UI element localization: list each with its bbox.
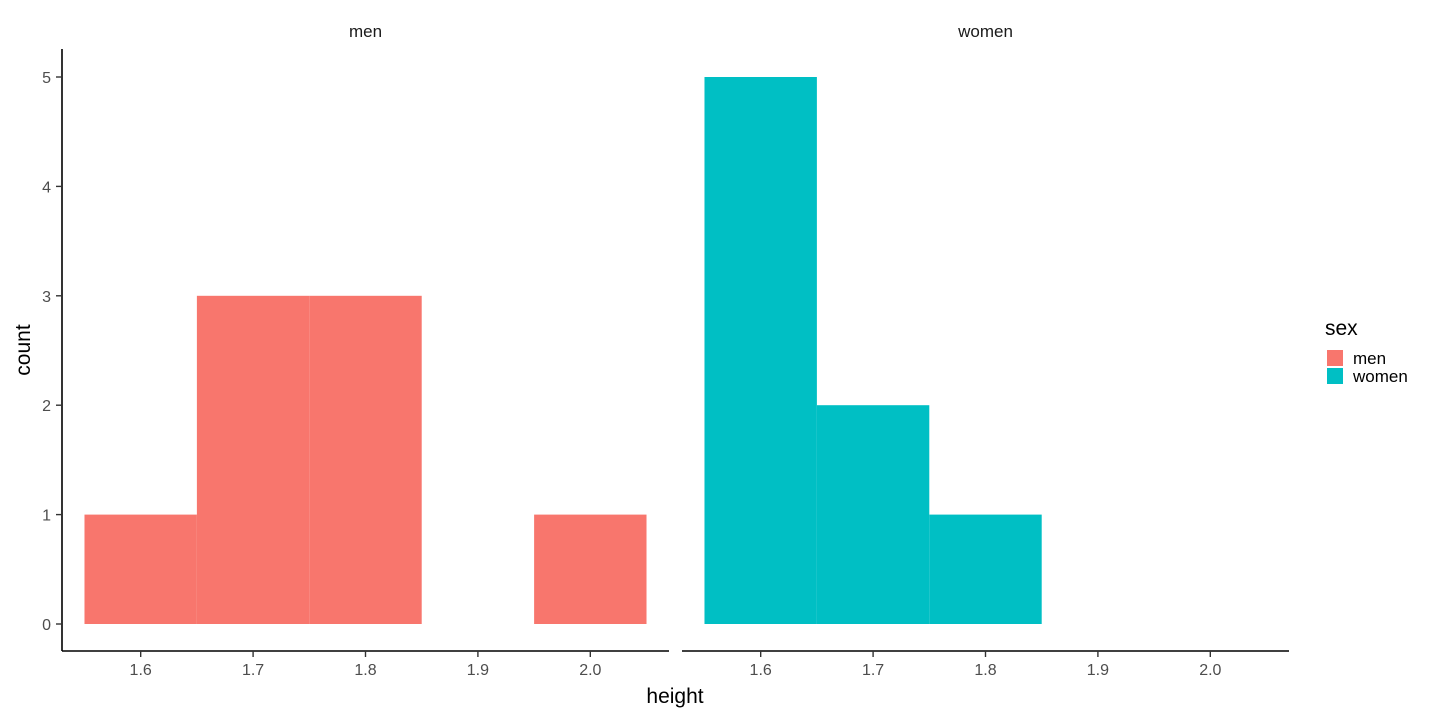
x-tick-label: 2.0	[1199, 662, 1221, 679]
legend-label-women: women	[1352, 367, 1408, 386]
x-tick-label: 1.7	[862, 662, 884, 679]
x-tick-label: 1.6	[130, 662, 152, 679]
y-tick-label: 1	[42, 508, 51, 525]
panel-men: men 1.6 1.7 1.8 1.9 2.0	[62, 22, 669, 679]
panel-women: women 1.6 1.7 1.8 1.9 2.0	[682, 22, 1289, 679]
histogram-bar	[196, 295, 310, 624]
y-tick-label: 4	[42, 179, 51, 196]
y-axis: 0 1 2 3 4 5	[42, 49, 63, 651]
histogram-bar	[929, 514, 1042, 624]
y-axis-title: count	[12, 324, 35, 376]
y-tick-label: 2	[42, 398, 51, 415]
strip-label: men	[349, 22, 382, 41]
y-tick-label: 0	[42, 617, 51, 634]
legend-swatch-men	[1327, 350, 1343, 366]
histogram-bar	[309, 295, 422, 624]
histogram-bar	[816, 405, 930, 624]
histogram-bar	[84, 514, 197, 624]
histogram-bar	[534, 514, 647, 624]
facet-panels: men 1.6 1.7 1.8 1.9 2.0 women 1.6 1.7 1.8 1.9 2.0	[62, 22, 1289, 679]
legend-swatch-women	[1327, 368, 1343, 384]
strip-label: women	[957, 22, 1013, 41]
y-tick-label: 5	[42, 70, 51, 87]
legend-title: sex	[1325, 317, 1358, 340]
x-tick-label: 1.7	[242, 662, 264, 679]
x-tick-label: 1.8	[354, 662, 376, 679]
legend-label-men: men	[1353, 349, 1386, 368]
x-tick-label: 1.6	[750, 662, 772, 679]
x-tick-label: 1.9	[467, 662, 489, 679]
x-tick-label: 1.8	[974, 662, 996, 679]
x-tick-label: 1.9	[1087, 662, 1109, 679]
x-tick-label: 2.0	[579, 662, 601, 679]
x-axis-title: height	[646, 685, 703, 708]
y-tick-label: 3	[42, 289, 51, 306]
histogram-bar	[704, 77, 817, 624]
